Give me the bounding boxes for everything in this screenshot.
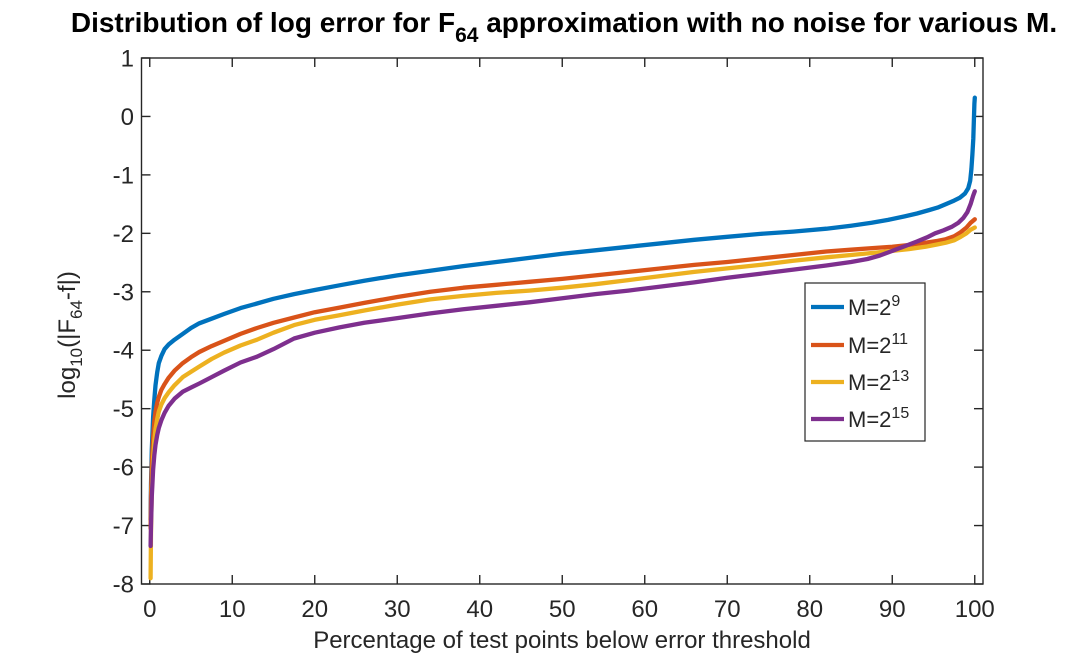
legend-label-m2-13: M=213	[848, 368, 909, 395]
legend: M=29 M=211 M=213 M=215	[804, 282, 926, 442]
x-tick-label: 70	[714, 596, 741, 623]
ylabel-sub-10: 10	[67, 348, 86, 367]
legend-label-exponent: 11	[891, 331, 908, 348]
x-tick-label: 60	[631, 596, 658, 623]
y-tick-label: -5	[113, 396, 134, 423]
legend-entry-2: M=211	[811, 331, 908, 358]
chart-title: Distribution of log error for F64 approx…	[71, 7, 1057, 47]
x-tick-label: 50	[549, 596, 576, 623]
legend-label-exponent: 15	[891, 405, 909, 422]
legend-label-m2-11: M=211	[848, 331, 908, 358]
chart-title-subscript: 64	[455, 24, 479, 47]
legend-label-base: M=2	[848, 407, 891, 432]
y-tick-label: -3	[113, 279, 134, 306]
x-tick-label: 40	[466, 596, 493, 623]
x-tick-label: 10	[219, 596, 246, 623]
x-tick-label: 90	[879, 596, 906, 623]
chart-title-post: approximation with no noise for various …	[478, 7, 1057, 38]
ylabel-close: -f|)	[54, 271, 81, 300]
y-tick-label: -4	[113, 338, 134, 365]
ylabel-open: (|F	[54, 319, 81, 348]
legend-label-m2-9: M=29	[848, 293, 900, 320]
chart-title-pre: Distribution of log error for F	[71, 7, 455, 38]
curves	[148, 95, 977, 581]
legend-entry-3: M=213	[811, 368, 909, 395]
legend-label-exponent: 13	[891, 368, 909, 385]
x-axis-label: Percentage of test points below error th…	[313, 627, 811, 654]
legend-label-base: M=2	[848, 333, 891, 358]
curve-m-2-9	[148, 95, 977, 522]
legend-label-base: M=2	[848, 370, 891, 395]
legend-label-base: M=2	[848, 295, 891, 320]
y-tick-label: -7	[113, 513, 134, 540]
plot-box	[140, 57, 984, 585]
y-tick-label: -2	[113, 221, 134, 248]
legend-box	[804, 282, 926, 442]
y-tick-label: -6	[113, 455, 134, 482]
curve-m-2-15	[148, 189, 977, 549]
x-tick-label: 20	[301, 596, 328, 623]
x-tick-label: 0	[143, 596, 156, 623]
x-tick-label: 100	[955, 596, 995, 623]
ylabel-sub-64: 64	[67, 300, 86, 319]
x-tick-label: 80	[796, 596, 823, 623]
curve-m-2-13	[148, 225, 977, 581]
y-tick-label: 0	[121, 104, 134, 131]
ylabel-log: log	[54, 367, 81, 399]
y-axis-label: log10(|F64-f|)	[54, 271, 86, 399]
legend-label-m2-15: M=215	[848, 405, 909, 432]
y-tick-label: 1	[121, 46, 134, 73]
y-tick-label: -8	[113, 572, 134, 599]
x-tick-label: 30	[384, 596, 411, 623]
legend-label-exponent: 9	[891, 293, 900, 310]
legend-entry-4: M=215	[811, 405, 909, 432]
y-tick-label: -1	[113, 162, 134, 189]
legend-entry-1: M=29	[811, 293, 900, 320]
